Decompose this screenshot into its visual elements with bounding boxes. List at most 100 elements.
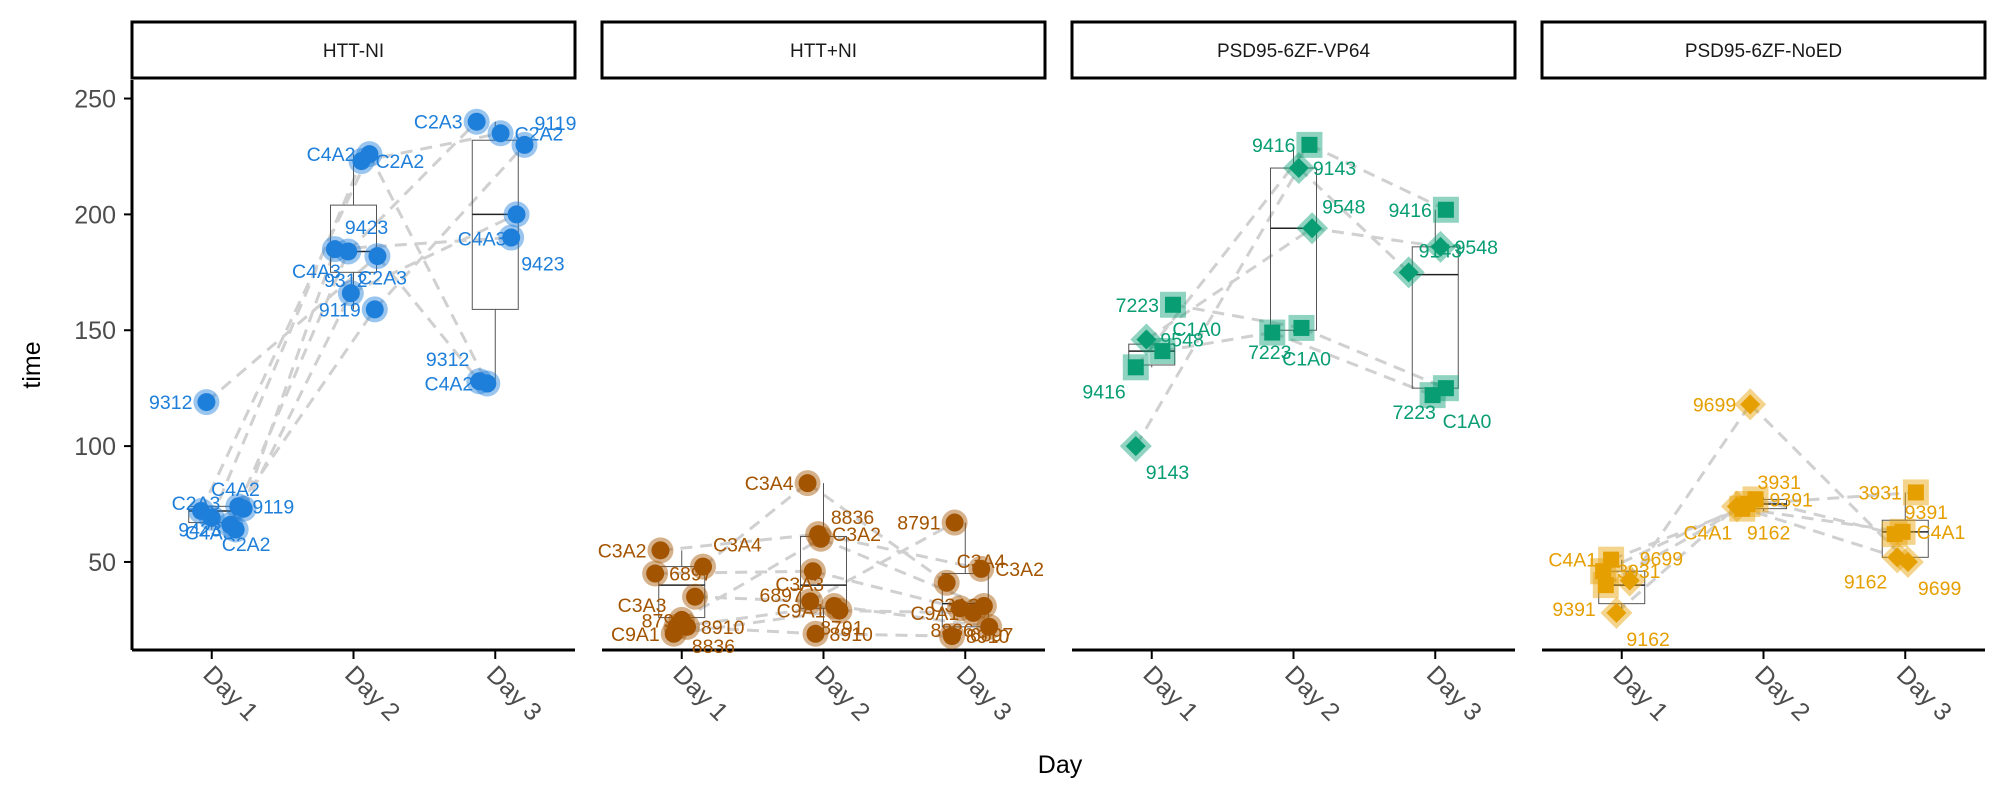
data-point: [365, 300, 384, 319]
point-label: 7223: [1116, 295, 1159, 317]
point-label: C3A2: [832, 524, 881, 546]
panel-strip: [130, 20, 577, 80]
data-point: [1264, 324, 1281, 341]
data-point: [1437, 201, 1454, 218]
data-point: [678, 617, 697, 636]
data-point: [1165, 296, 1182, 313]
data-point: [325, 240, 344, 259]
connector-line: [809, 521, 956, 603]
data-point: [646, 564, 665, 583]
y-tick-label: 200: [74, 201, 116, 229]
point-label: C3A2: [598, 540, 647, 562]
point-label: 9416: [1252, 135, 1295, 157]
x-tick-label: Day 3: [1421, 660, 1487, 726]
data-point: [1430, 236, 1451, 257]
point-label: C1A0: [1172, 319, 1221, 341]
point-label: 9119: [252, 496, 294, 518]
connector-line: [812, 569, 961, 610]
data-point: [341, 284, 360, 303]
data-point: [942, 627, 961, 646]
data-point: [1619, 570, 1640, 591]
point-label: 8910: [701, 617, 745, 639]
x-tick-label: Day 1: [197, 660, 263, 726]
point-label: 9162: [1626, 629, 1669, 651]
data-point: [1424, 387, 1441, 404]
data-point: [352, 152, 371, 171]
point-label: C9A1: [910, 603, 959, 625]
point-label: C4A2: [307, 144, 356, 166]
connector-line: [1602, 502, 1749, 573]
connector-line: [833, 604, 990, 629]
data-point: [694, 557, 713, 576]
x-tick-label: Day 2: [809, 660, 875, 726]
y-tick-label: 100: [74, 433, 116, 461]
point-label: 8836: [831, 507, 874, 529]
panel-title: PSD95-6ZF-VP64: [1217, 41, 1371, 62]
x-tick-label: Day 2: [1279, 660, 1345, 726]
data-point: [234, 499, 253, 518]
point-label: C4A3: [292, 261, 341, 283]
data-point: [801, 592, 820, 611]
x-tick-label: Day 1: [1607, 660, 1673, 726]
data-point: [368, 247, 387, 266]
point-label: 9143: [1313, 158, 1356, 180]
point-label: 9699: [1640, 548, 1683, 570]
data-point: [972, 559, 991, 578]
data-point: [197, 393, 216, 412]
connector-line: [228, 250, 350, 526]
data-point: [937, 573, 956, 592]
connector-line: [1749, 403, 1909, 564]
point-label: C4A3: [185, 523, 234, 545]
data-point: [945, 513, 964, 532]
data-point: [1886, 526, 1903, 543]
point-label: 9119: [534, 113, 576, 135]
point-label: C2A3: [172, 493, 221, 515]
data-point: [507, 205, 526, 224]
connector-line: [1615, 505, 1738, 615]
point-label: C3A4: [713, 535, 762, 557]
data-point: [1136, 329, 1157, 350]
point-label: 9119: [319, 299, 361, 321]
point-label: 9423: [178, 520, 221, 542]
data-point: [1606, 602, 1627, 623]
x-tick-label: Day 3: [481, 660, 547, 726]
point-label: 9548: [1322, 196, 1365, 218]
connector-line: [817, 532, 982, 571]
connector-line: [376, 255, 481, 383]
x-tick-label: Day 3: [951, 660, 1017, 726]
data-point: [1907, 484, 1924, 501]
point-label: C4A2: [211, 479, 260, 501]
point-label: 8910: [830, 624, 874, 646]
point-label: 9548: [1160, 330, 1203, 352]
data-point: [202, 508, 221, 527]
point-label: C3A4: [745, 473, 794, 495]
y-tick-label: 50: [88, 549, 116, 577]
data-point: [1127, 359, 1144, 376]
point-label: 7223: [1393, 402, 1436, 424]
connector-line: [347, 120, 478, 253]
connector-line: [1736, 504, 1898, 559]
data-point: [798, 474, 817, 493]
point-label: 9416: [1389, 200, 1432, 222]
point-label: C2A2: [375, 151, 424, 173]
x-axis-title: Day: [1038, 751, 1083, 779]
point-label: C3A3: [618, 595, 667, 617]
data-point: [1398, 262, 1419, 283]
point-label: C2A3: [414, 112, 463, 134]
data-point: [803, 562, 822, 581]
data-point: [806, 624, 825, 643]
data-point: [980, 617, 999, 636]
x-tick-label: Day 3: [1891, 660, 1957, 726]
point-label: 9423: [345, 217, 388, 239]
connector-line: [702, 481, 809, 568]
connector-line: [334, 236, 512, 251]
point-label: 8791: [820, 617, 863, 639]
point-label: 9312: [149, 392, 192, 414]
point-label: C3A2: [995, 559, 1044, 581]
connector-line: [1297, 166, 1410, 274]
x-tick-label: Day 1: [1137, 660, 1203, 726]
data-point: [1154, 343, 1171, 360]
point-label: C9A1: [611, 624, 660, 646]
point-label: C1A0: [1443, 411, 1492, 433]
